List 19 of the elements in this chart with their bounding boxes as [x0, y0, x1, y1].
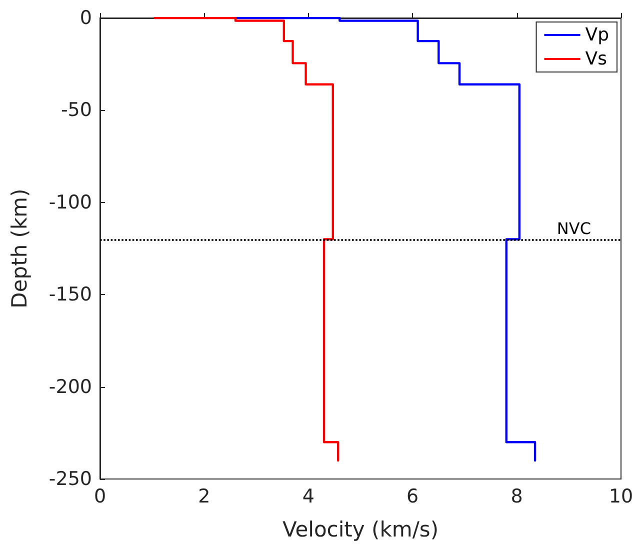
y-tick-label: -100: [48, 191, 92, 214]
y-tick-label: -50: [60, 99, 92, 122]
x-tick-label: 0: [94, 486, 106, 508]
x-tick-label: 10: [608, 486, 634, 508]
y-tick-label: -250: [48, 468, 92, 490]
x-tick-label: 6: [406, 486, 419, 508]
y-tick-label: 0: [80, 7, 92, 29]
x-tick-label: 8: [510, 486, 523, 508]
y-tick-label: -200: [48, 376, 92, 398]
y-tick-label: -150: [48, 284, 92, 306]
x-tick-label: 4: [302, 486, 314, 508]
line-series: [234, 16, 536, 462]
legend-label: Vs: [585, 48, 607, 70]
x-axis-title: Velocity (km/s): [282, 518, 439, 542]
y-axis-title: Depth (km): [8, 188, 32, 308]
line-series: [154, 16, 340, 462]
x-tick-label: 2: [198, 486, 210, 508]
ref-line-label: NVC: [556, 218, 591, 238]
legend-label: Vp: [585, 24, 610, 46]
